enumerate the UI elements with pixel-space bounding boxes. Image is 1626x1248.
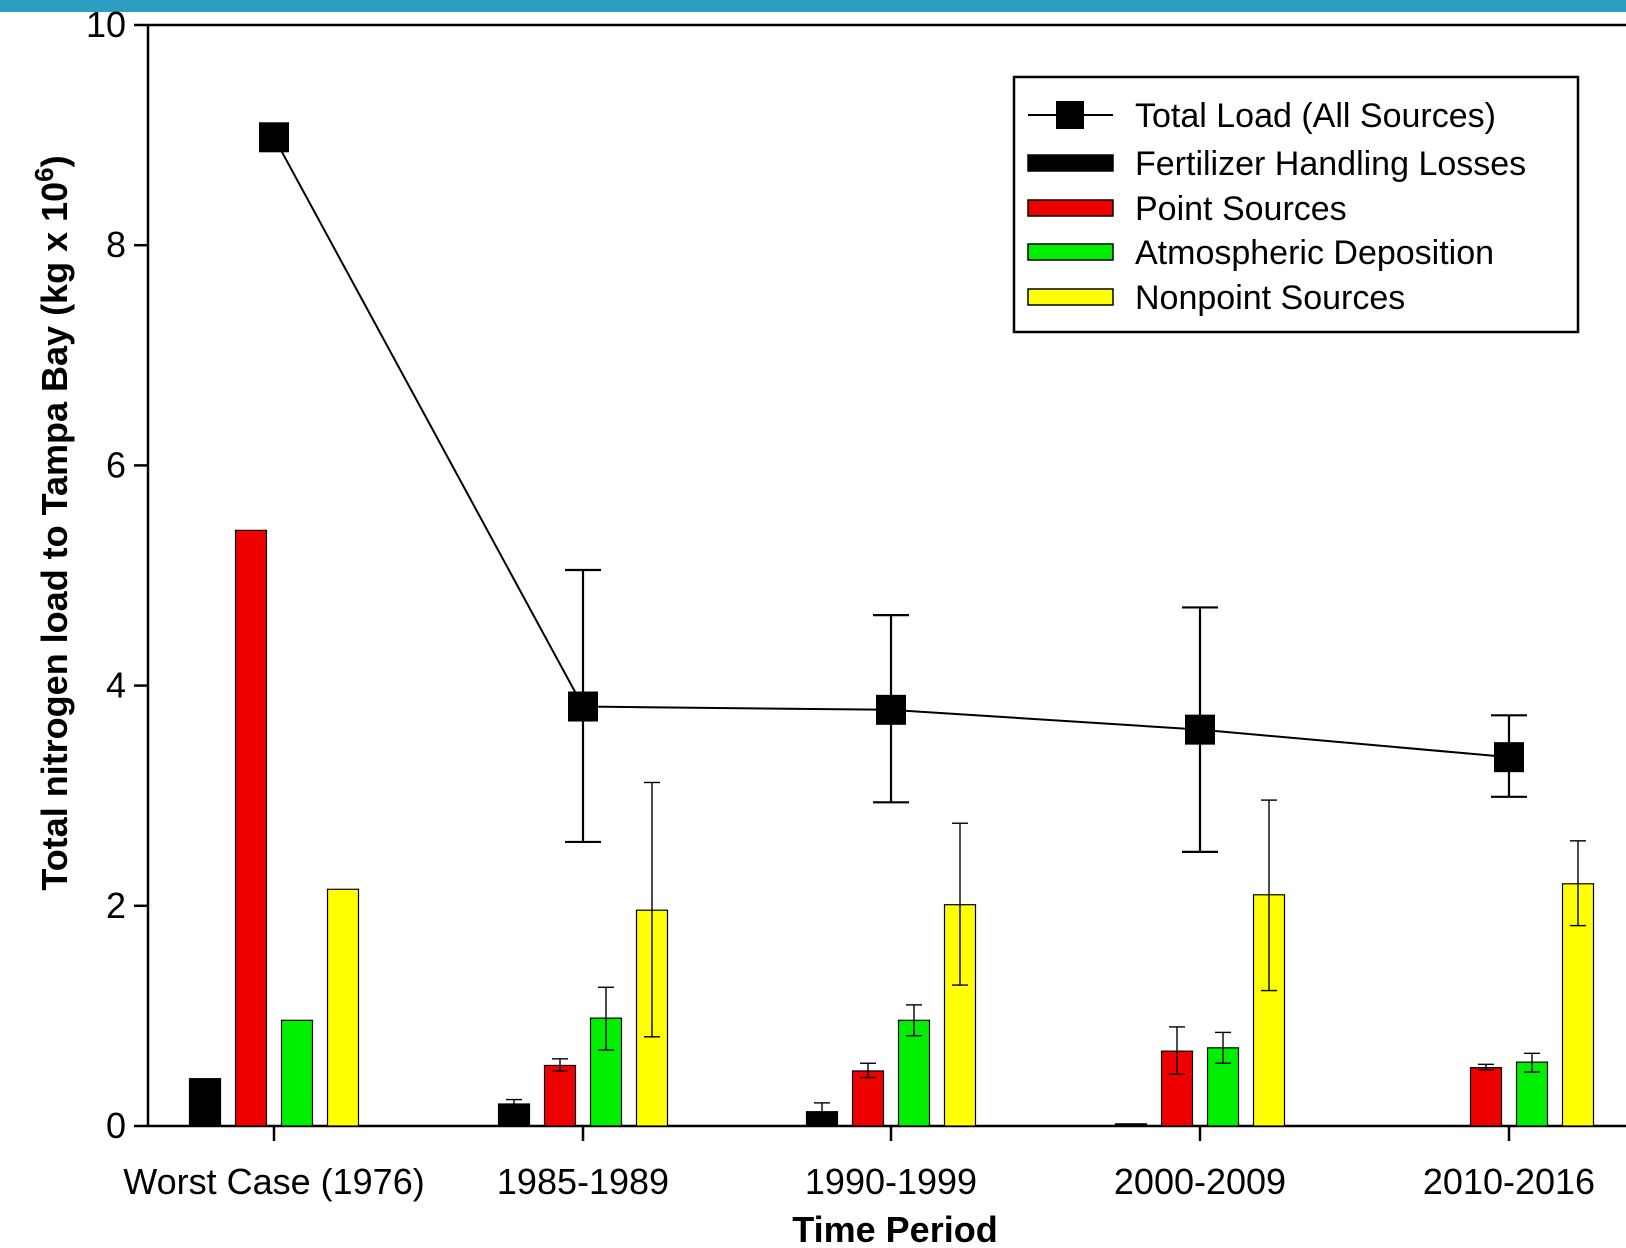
total-load-marker-4 xyxy=(1494,742,1524,773)
bar-nonpoint-0 xyxy=(326,888,360,1127)
bar-atmospheric-0 xyxy=(280,1019,314,1127)
legend-item-fertilizer: Fertilizer Handling Losses xyxy=(1027,145,1526,183)
y-axis: 0 2 4 6 8 10 xyxy=(86,4,148,1146)
x-tick-label-0: Worst Case (1976) xyxy=(123,1161,424,1202)
bar-atmospheric-2 xyxy=(897,1019,931,1127)
bar-point-sources-1 xyxy=(543,1064,577,1127)
plot-frame xyxy=(146,23,1626,1128)
legend-item-atmospheric: Atmospheric Deposition xyxy=(1027,234,1494,272)
total-load-line-layer xyxy=(259,122,1527,853)
y-axis-title-main: Total nitrogen load to Tampa Bay (kg x 1… xyxy=(34,182,75,891)
y-tick-label-4: 4 xyxy=(106,665,126,706)
x-tick-label-2: 1990-1999 xyxy=(805,1161,977,1202)
y-tick-label-0: 0 xyxy=(106,1105,126,1146)
y-axis-title: Total nitrogen load to Tampa Bay (kg x 1… xyxy=(29,155,75,890)
x-axis-title: Time Period xyxy=(792,1209,997,1248)
legend-item-point-sources: Point Sources xyxy=(1027,190,1347,228)
legend-swatch-fertilizer xyxy=(1027,154,1114,172)
bar-fertilizer-3 xyxy=(1114,1123,1148,1127)
bar-point-sources-0 xyxy=(234,529,268,1127)
top-accent-band xyxy=(0,0,1626,12)
legend-swatch-atmospheric xyxy=(1027,243,1114,261)
legend-label-total-load: Total Load (All Sources) xyxy=(1135,97,1496,135)
bars-layer xyxy=(188,529,1595,1127)
total-load-marker-0 xyxy=(259,122,289,153)
x-tick-label-1: 1985-1989 xyxy=(497,1161,669,1202)
x-tick-label-3: 2000-2009 xyxy=(1114,1161,1286,1202)
legend-label-point-sources: Point Sources xyxy=(1135,190,1347,228)
total-load-marker-1 xyxy=(568,691,598,722)
legend-label-fertilizer: Fertilizer Handling Losses xyxy=(1135,145,1526,183)
legend-swatch-point-sources xyxy=(1027,199,1114,217)
y-tick-label-6: 6 xyxy=(106,444,126,485)
y-tick-label-10: 10 xyxy=(86,4,126,45)
x-axis: Worst Case (1976) 1985-1989 1990-1999 2000-… xyxy=(123,1126,1595,1202)
legend-label-atmospheric: Atmospheric Deposition xyxy=(1135,234,1494,272)
y-axis-title-superscript: 6 xyxy=(29,167,59,181)
y-axis-title-close: ) xyxy=(34,155,75,167)
total-load-marker-3 xyxy=(1185,714,1215,745)
x-tick-label-4: 2010-2016 xyxy=(1423,1161,1595,1202)
legend-total-load-marker xyxy=(1056,101,1084,129)
bar-point-sources-2 xyxy=(851,1070,885,1127)
legend-item-total-load: Total Load (All Sources) xyxy=(1028,97,1496,135)
legend-label-nonpoint: Nonpoint Sources xyxy=(1135,279,1405,317)
total-load-marker-2 xyxy=(876,694,906,725)
legend-item-nonpoint: Nonpoint Sources xyxy=(1027,279,1405,317)
legend-swatch-nonpoint xyxy=(1027,288,1114,306)
y-tick-label-2: 2 xyxy=(106,885,126,926)
bar-point-sources-4 xyxy=(1469,1067,1503,1127)
bar-fertilizer-0 xyxy=(188,1078,222,1127)
y-tick-label-8: 8 xyxy=(106,224,126,265)
legend: Total Load (All Sources) Fertilizer Hand… xyxy=(1012,75,1580,334)
bar-fertilizer-1 xyxy=(497,1103,531,1127)
bar-atmospheric-4 xyxy=(1515,1061,1549,1127)
